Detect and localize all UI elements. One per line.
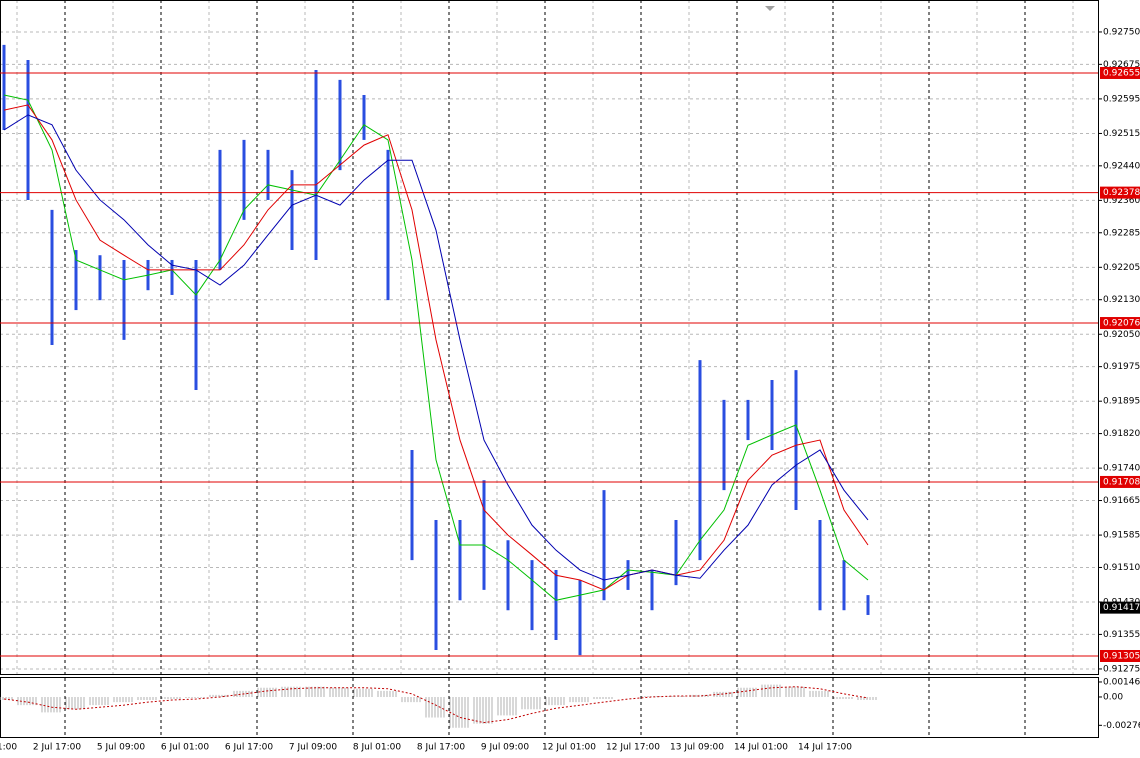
level-label: 0.91708 [1103,477,1140,487]
y-tick-label: 0.92750 [1103,27,1140,37]
x-tick-label: 12 Jul 17:00 [606,743,660,753]
x-tick-label: 9 Jul 09:00 [481,743,530,753]
y-tick-label: 0.92205 [1103,263,1140,273]
y-tick-label: 0.92440 [1103,161,1140,171]
shift-marker [765,6,775,11]
y-tick-label: 0.91820 [1103,429,1140,439]
level-label: 0.92076 [1103,319,1140,329]
x-tick-label: 8 Jul 17:00 [417,743,466,753]
y-tick-label: 0.92050 [1103,330,1140,340]
y-tick-label: 0.91665 [1103,496,1140,506]
signal-line [3,686,869,724]
y-tick-label: 0.92130 [1103,295,1140,305]
x-tick-label: 13 Jul 09:00 [670,743,724,753]
x-tick-label: 14 Jul 17:00 [798,743,852,753]
x-tick-label: 8 Jul 01:00 [353,743,402,753]
y-tick-label: 0.92595 [1103,94,1140,104]
y-tick-label: 0.91740 [1103,464,1140,474]
y-tick-label: 0.001463 [1103,677,1140,687]
level-label: 0.92378 [1103,188,1140,198]
level-label: 0.92655 [1103,68,1140,78]
level-tag [1100,317,1140,330]
y-tick-label: 0.00 [1103,692,1123,702]
price-pane-border [0,0,1099,675]
y-tick-label: 0.91585 [1103,531,1140,541]
grid [0,0,1098,738]
y-tick-label: 0.91975 [1103,362,1140,372]
current-price-tag [1100,601,1140,614]
x-tick-label: 14 Jul 01:00 [734,743,788,753]
y-tick-label: 0.92675 [1103,60,1140,70]
y-tick-label: -0.002763 [1103,721,1140,731]
y-tick-label: 0.91275 [1103,664,1140,674]
y-tick-label: 0.92515 [1103,129,1140,139]
x-tick-label: 5 Jul 09:00 [97,743,146,753]
x-tick-label: 6 Jul 17:00 [225,743,274,753]
y-tick-label: 0.91895 [1103,397,1140,407]
x-tick-label: 1 Jul 01:00 [0,743,17,753]
oscillator-pane-border [0,677,1099,738]
x-tick-label: 6 Jul 01:00 [161,743,210,753]
y-tick-label: 0.91510 [1103,563,1140,573]
x-tick-label: 2 Jul 17:00 [33,743,82,753]
y-tick-label: 0.92360 [1103,196,1140,206]
moving-average [3,94,869,601]
y-tick-label: 0.91355 [1103,630,1140,640]
level-tag [1100,649,1140,662]
level-tag [1100,475,1140,488]
level-label: 0.91305 [1103,651,1140,661]
moving-average [3,104,869,591]
x-tick-label: 7 Jul 09:00 [289,743,338,753]
x-tick-label: 12 Jul 01:00 [542,743,596,753]
moving-average [3,114,869,581]
y-tick-label: 0.92285 [1103,228,1140,238]
level-tag [1100,66,1140,79]
level-tag [1100,186,1140,199]
current-price-label: 0.91417 [1103,603,1140,613]
